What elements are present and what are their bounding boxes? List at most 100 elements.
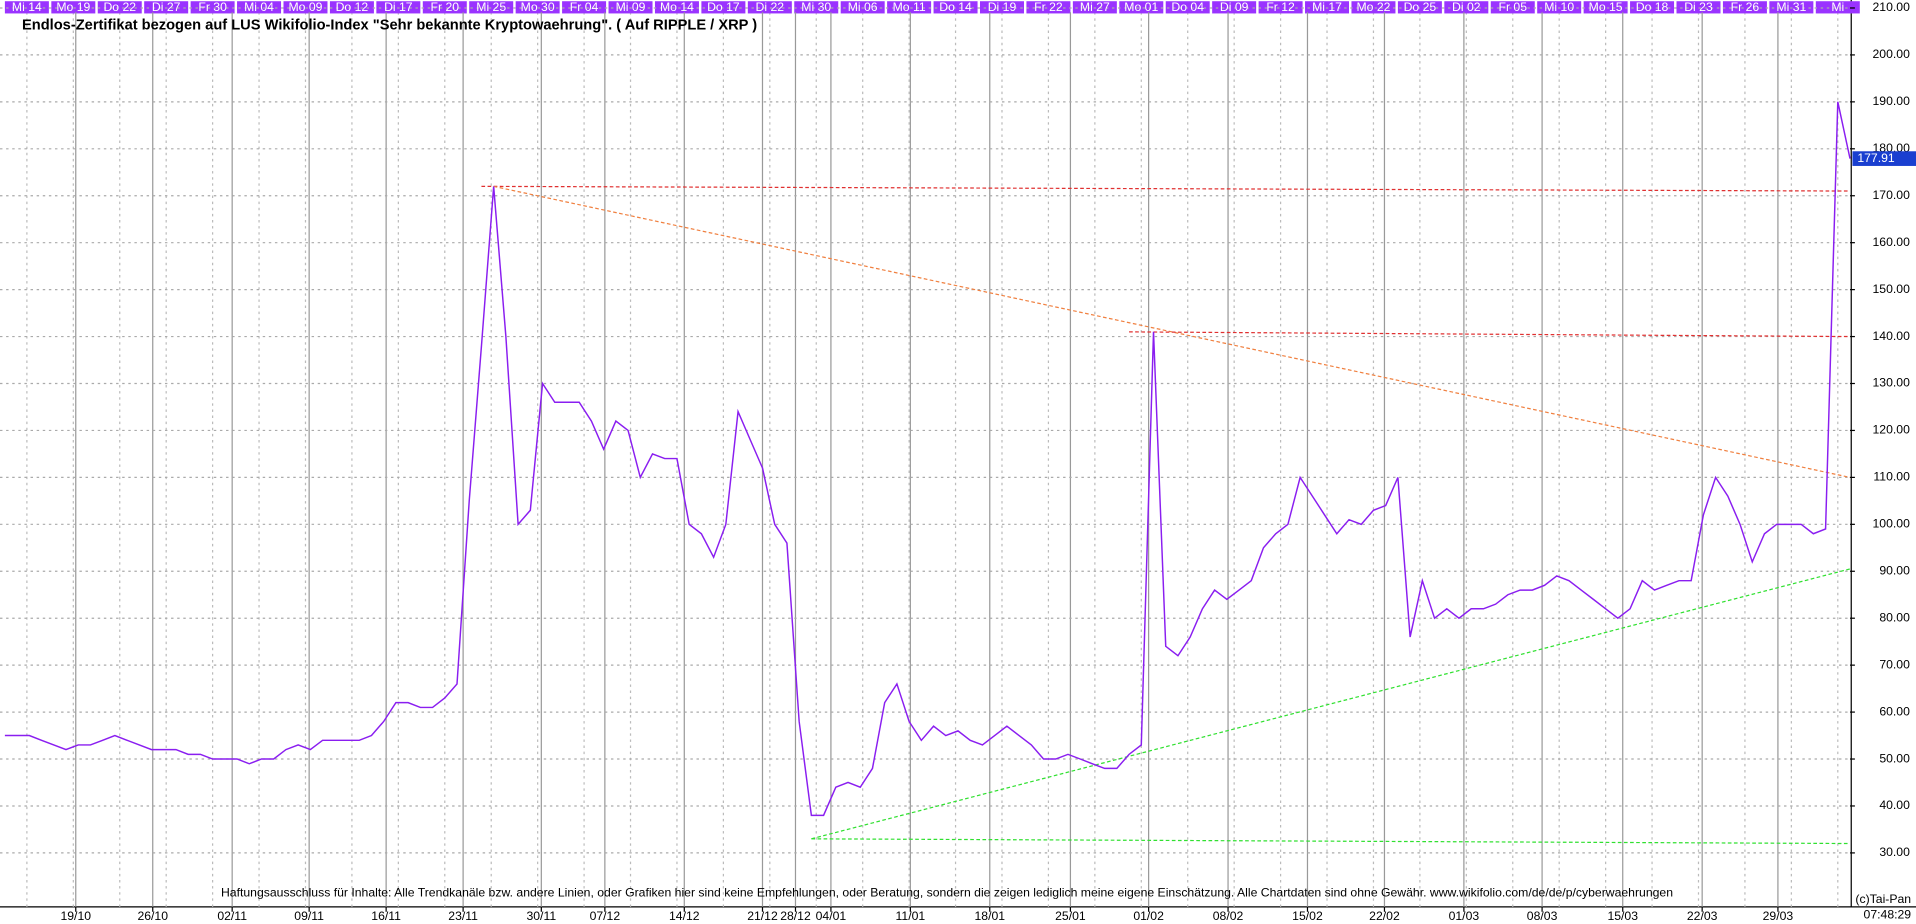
x-tick-label: 23/11	[448, 909, 478, 923]
day-label: Fr 05	[1498, 0, 1527, 14]
day-label: Do 22	[103, 0, 136, 14]
day-label-box	[654, 1, 699, 14]
day-label-box	[1490, 1, 1535, 14]
x-tick-label: 25/01	[1055, 909, 1086, 923]
x-tick-label: 01/03	[1449, 909, 1480, 923]
x-tick-label: 02/11	[217, 909, 247, 923]
day-label: Fr 26	[1731, 0, 1760, 14]
day-label-box	[1212, 1, 1257, 14]
day-label: Fr 12	[1266, 0, 1295, 14]
x-tick-label: 28/12	[780, 909, 811, 923]
day-label: Mi 06	[848, 0, 878, 14]
day-label: Di 22	[756, 0, 785, 14]
day-label: Fr 20	[431, 0, 460, 14]
y-tick-label: 120.00	[1873, 423, 1911, 437]
day-label: Mo 15	[1589, 0, 1623, 14]
y-tick-label: 60.00	[1879, 704, 1910, 718]
x-tick-label: 07/12	[590, 909, 621, 923]
y-tick-label: 200.00	[1873, 47, 1911, 61]
day-label: Di 17	[384, 0, 413, 14]
day-label: Di 09	[1220, 0, 1249, 14]
day-label: Di 27	[152, 0, 181, 14]
day-label: Do 17	[707, 0, 740, 14]
day-label: Mi 17	[1312, 0, 1342, 14]
y-tick-label: 170.00	[1873, 188, 1911, 202]
y-tick-label: 80.00	[1879, 610, 1910, 624]
day-label-box	[979, 1, 1024, 14]
day-label: Di 23	[1684, 0, 1713, 14]
y-tick-label: 40.00	[1879, 798, 1910, 812]
day-label: Mo 22	[1356, 0, 1390, 14]
x-tick-label: 01/02	[1133, 909, 1164, 923]
day-label-box	[51, 1, 96, 14]
day-label: Fr 30	[198, 0, 227, 14]
day-label: Do 04	[1171, 0, 1204, 14]
day-label: Mo 30	[521, 0, 555, 14]
day-label: Mi 10	[1544, 0, 1574, 14]
x-tick-label: 15/03	[1607, 909, 1638, 923]
day-label: Mo 11	[893, 0, 926, 14]
x-tick-label: 30/11	[526, 909, 556, 923]
day-label: Mo 09	[289, 0, 323, 14]
day-label-box	[515, 1, 560, 14]
day-label: Di 02	[1452, 0, 1481, 14]
day-label: Do 25	[1404, 0, 1437, 14]
copyright: (c)Tai-Pan	[1855, 892, 1911, 906]
x-tick-label: 21/12	[747, 909, 778, 923]
x-tick-label: 04/01	[816, 909, 847, 923]
day-label-box	[1072, 1, 1117, 14]
day-label-box	[329, 1, 374, 14]
x-tick-label: 22/03	[1687, 909, 1718, 923]
day-label: Mi 27	[1080, 0, 1110, 14]
x-tick-label: 15/02	[1292, 909, 1323, 923]
day-label: Mi 25	[476, 0, 506, 14]
day-label-box	[1258, 1, 1303, 14]
day-label-box	[608, 1, 653, 14]
trend-line	[811, 568, 1851, 840]
day-label-box	[1119, 1, 1164, 14]
day-label-box	[190, 1, 235, 14]
day-label-box	[1537, 1, 1582, 14]
day-label-box	[562, 1, 607, 14]
day-label-box	[1769, 1, 1814, 14]
trend-line	[1129, 331, 1851, 338]
price-line	[4, 101, 1851, 817]
y-tick-label: 70.00	[1879, 657, 1910, 671]
x-tick-label: 08/02	[1213, 909, 1244, 923]
day-label-box	[97, 1, 142, 14]
day-label-box	[1722, 1, 1767, 14]
day-label-box	[237, 1, 282, 14]
day-label-box	[840, 1, 885, 14]
y-tick-label: 90.00	[1879, 563, 1910, 577]
day-label: Mi 04	[244, 0, 274, 14]
x-tick-label: 08/03	[1527, 909, 1558, 923]
day-label: Mo 14	[660, 0, 694, 14]
x-tick-label: 19/10	[60, 909, 91, 923]
trend-line	[811, 838, 1851, 845]
day-label: Di 19	[988, 0, 1017, 14]
day-label: Mi 09	[616, 0, 646, 14]
day-label-box	[794, 1, 839, 14]
day-label-box	[1305, 1, 1350, 14]
day-label-box	[469, 1, 514, 14]
day-label: Mi	[1831, 0, 1844, 14]
y-tick-label: 30.00	[1879, 845, 1910, 859]
y-tick-label: 100.00	[1873, 517, 1911, 531]
last-price-box	[1852, 151, 1916, 166]
y-tick-label: 150.00	[1873, 282, 1911, 296]
day-label: Mo 19	[56, 0, 90, 14]
day-label-box	[1397, 1, 1442, 14]
x-tick-label: 18/01	[974, 909, 1005, 923]
day-label-box	[1630, 1, 1675, 14]
day-label-box	[422, 1, 467, 14]
y-tick-label: 110.00	[1873, 470, 1910, 484]
day-label-box	[283, 1, 328, 14]
timestamp: 07:48:29	[1864, 908, 1912, 922]
y-tick-label: 50.00	[1879, 751, 1910, 765]
day-label-box	[1165, 1, 1210, 14]
day-label: Mi 31	[1776, 0, 1806, 14]
day-label: Mo 01	[1124, 0, 1158, 14]
x-tick-label: 16/11	[371, 909, 401, 923]
